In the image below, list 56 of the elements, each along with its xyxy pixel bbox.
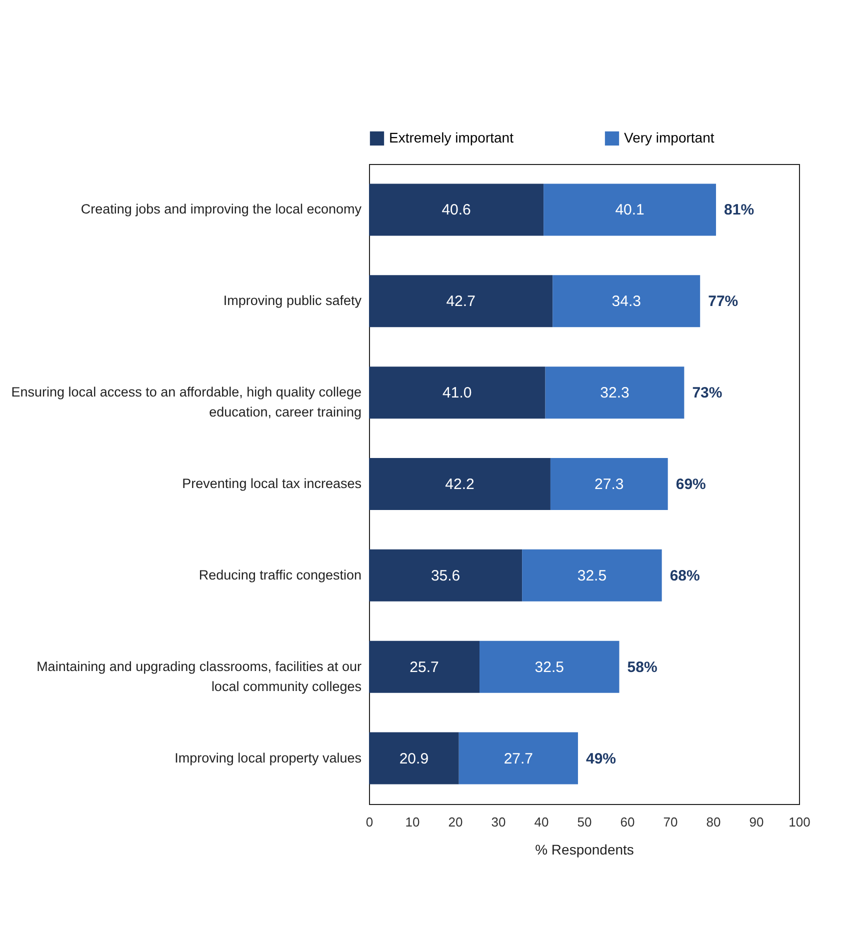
total-label: 49%: [586, 750, 616, 768]
data-label: 34.3: [612, 293, 641, 310]
bar: [369, 275, 553, 328]
y-tick-label: Ensuring local access to an affordable, high quality college education, career training: [11, 384, 362, 420]
x-tick-label: 0: [366, 814, 374, 830]
total-label: 58%: [627, 658, 658, 676]
bar: [369, 640, 480, 693]
data-label: 35.6: [430, 567, 460, 584]
data-label: 27.7: [504, 750, 534, 768]
y-tick-label: Maintaining and upgrading classrooms, facilities at our local community colleges: [36, 658, 362, 694]
bar: [550, 458, 668, 510]
x-tick-label: 100: [788, 814, 810, 830]
x-tick-label: 40: [534, 814, 549, 830]
y-tick-label: Improving local property values: [174, 750, 362, 766]
y-tick-label: Preventing local tax increases: [182, 476, 362, 491]
bar: [480, 640, 620, 693]
data-label: 40.1: [615, 202, 644, 219]
bar: [522, 549, 662, 602]
data-label: 25.7: [410, 658, 439, 676]
bar: [545, 366, 684, 419]
y-tick-label: Improving public safety: [223, 293, 362, 308]
x-tick-label: 70: [663, 814, 678, 830]
data-label: 40.6: [442, 202, 471, 219]
x-tick-label: 20: [448, 814, 463, 830]
total-label: 73%: [692, 384, 722, 402]
x-tick-label: 60: [620, 814, 635, 830]
data-label: 20.9: [399, 750, 429, 768]
bar: [369, 458, 550, 510]
legend-label: Very important: [624, 129, 714, 146]
y-tick-label: Creating jobs and improving the local economy: [80, 202, 362, 217]
data-label: 32.5: [577, 567, 607, 584]
x-tick-label: 50: [577, 814, 592, 830]
data-label: 42.7: [446, 293, 476, 310]
legend-label: Extremely important: [389, 129, 514, 146]
bar: [369, 732, 459, 784]
bar: [369, 366, 546, 419]
bar: [544, 184, 716, 236]
bar: [369, 184, 544, 236]
data-label: 32.3: [600, 384, 630, 402]
x-tick-label: 90: [749, 814, 764, 830]
total-label: 69%: [676, 476, 706, 493]
x-axis-title: % Respondents: [535, 842, 634, 858]
data-label: 32.5: [534, 658, 564, 676]
x-tick-label: 10: [405, 814, 420, 830]
data-label: 42.2: [445, 476, 474, 493]
bar: [369, 549, 522, 602]
x-tick-label: 80: [706, 814, 721, 830]
total-label: 77%: [708, 293, 738, 310]
total-label: 68%: [670, 567, 700, 584]
data-label: 27.3: [594, 476, 624, 493]
data-label: 41.0: [442, 384, 472, 402]
x-tick-label: 30: [491, 814, 506, 830]
bar: [458, 732, 578, 784]
bar: [552, 275, 700, 328]
total-label: 81%: [724, 202, 754, 219]
y-tick-label: Reducing traffic congestion: [198, 567, 362, 582]
